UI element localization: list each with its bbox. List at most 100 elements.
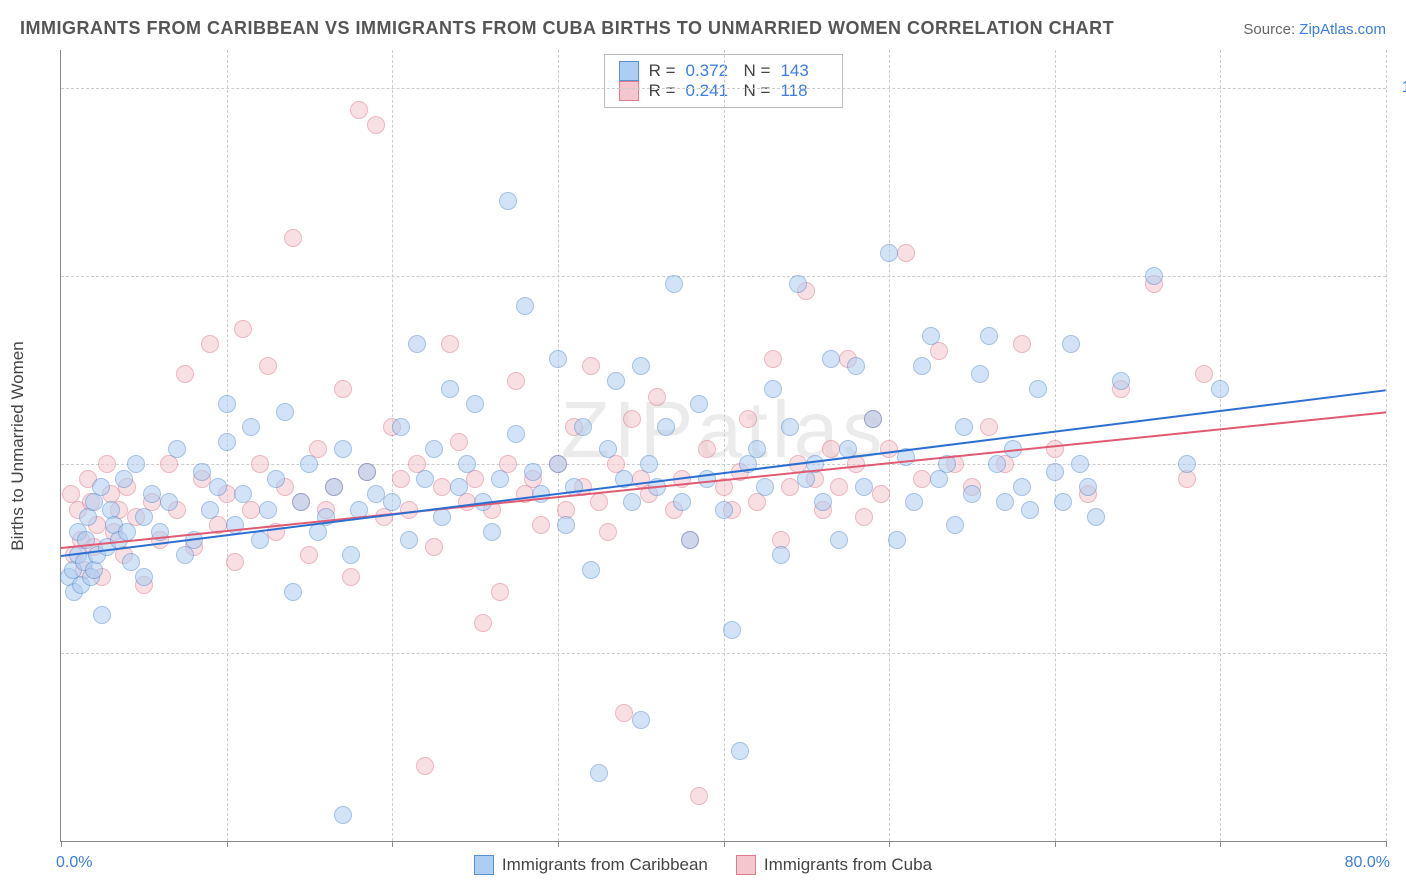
stats-r-value-cuba: 0.241: [686, 81, 734, 101]
gridline-v: [1386, 50, 1387, 841]
data-point-caribbean: [632, 711, 650, 729]
data-point-caribbean: [325, 478, 343, 496]
data-point-caribbean: [599, 440, 617, 458]
data-point-caribbean: [491, 470, 509, 488]
data-point-caribbean: [847, 357, 865, 375]
data-point-caribbean: [425, 440, 443, 458]
gridline-v: [558, 50, 559, 841]
data-point-caribbean: [242, 418, 260, 436]
legend-item-cuba: Immigrants from Cuba: [736, 855, 932, 875]
x-tick: [1055, 841, 1056, 847]
data-point-cuba: [259, 357, 277, 375]
data-point-caribbean: [516, 297, 534, 315]
data-point-cuba: [1195, 365, 1213, 383]
data-point-caribbean: [830, 531, 848, 549]
y-tick-label: 100.0%: [1396, 79, 1406, 97]
y-axis-label: Births to Unmarried Women: [8, 341, 28, 550]
x-tick: [61, 841, 62, 847]
data-point-caribbean: [1211, 380, 1229, 398]
data-point-caribbean: [118, 523, 136, 541]
data-point-caribbean: [416, 470, 434, 488]
data-point-caribbean: [342, 546, 360, 564]
legend-label-caribbean: Immigrants from Caribbean: [502, 855, 708, 875]
data-point-caribbean: [143, 485, 161, 503]
chart-title: IMMIGRANTS FROM CARIBBEAN VS IMMIGRANTS …: [20, 18, 1114, 39]
data-point-cuba: [1013, 335, 1031, 353]
data-point-caribbean: [781, 418, 799, 436]
data-point-caribbean: [400, 531, 418, 549]
data-point-caribbean: [168, 440, 186, 458]
data-point-caribbean: [92, 478, 110, 496]
data-point-caribbean: [358, 463, 376, 481]
data-point-caribbean: [590, 764, 608, 782]
data-point-caribbean: [218, 395, 236, 413]
data-point-cuba: [342, 568, 360, 586]
y-tick-label: 75.0%: [1396, 267, 1406, 285]
data-point-caribbean: [267, 470, 285, 488]
data-point-cuba: [1046, 440, 1064, 458]
data-point-caribbean: [905, 493, 923, 511]
data-point-caribbean: [433, 508, 451, 526]
y-tick-label: 50.0%: [1396, 455, 1406, 473]
data-point-caribbean: [334, 806, 352, 824]
data-point-cuba: [913, 470, 931, 488]
data-point-cuba: [764, 350, 782, 368]
x-tick: [724, 841, 725, 847]
data-point-caribbean: [276, 403, 294, 421]
data-point-cuba: [590, 493, 608, 511]
data-point-caribbean: [855, 478, 873, 496]
data-point-caribbean: [640, 455, 658, 473]
data-point-caribbean: [1178, 455, 1196, 473]
data-point-cuba: [251, 455, 269, 473]
data-point-cuba: [980, 418, 998, 436]
data-point-cuba: [532, 516, 550, 534]
source-link[interactable]: ZipAtlas.com: [1299, 21, 1386, 38]
data-point-caribbean: [499, 192, 517, 210]
data-point-cuba: [433, 478, 451, 496]
data-point-cuba: [690, 787, 708, 805]
gridline-v: [392, 50, 393, 841]
y-tick-label: 25.0%: [1396, 644, 1406, 662]
data-point-caribbean: [1029, 380, 1047, 398]
legend-swatch-caribbean: [619, 61, 639, 81]
data-point-caribbean: [408, 335, 426, 353]
x-tick: [889, 841, 890, 847]
legend-label-cuba: Immigrants from Cuba: [764, 855, 932, 875]
data-point-caribbean: [85, 561, 103, 579]
data-point-caribbean: [93, 606, 111, 624]
data-point-caribbean: [193, 463, 211, 481]
data-point-caribbean: [1062, 335, 1080, 353]
data-point-cuba: [830, 478, 848, 496]
data-point-caribbean: [955, 418, 973, 436]
data-point-caribbean: [1071, 455, 1089, 473]
data-point-caribbean: [483, 523, 501, 541]
data-point-caribbean: [127, 455, 145, 473]
data-point-cuba: [284, 229, 302, 247]
data-point-cuba: [872, 485, 890, 503]
data-point-cuba: [615, 704, 633, 722]
data-point-caribbean: [946, 516, 964, 534]
data-point-caribbean: [582, 561, 600, 579]
source-attribution: Source: ZipAtlas.com: [1243, 21, 1386, 38]
data-point-caribbean: [690, 395, 708, 413]
stats-r-label: R =: [649, 61, 676, 81]
data-point-caribbean: [392, 418, 410, 436]
data-point-caribbean: [681, 531, 699, 549]
data-point-caribbean: [922, 327, 940, 345]
data-point-cuba: [176, 365, 194, 383]
data-point-cuba: [599, 523, 617, 541]
data-point-cuba: [201, 335, 219, 353]
data-point-cuba: [367, 116, 385, 134]
data-point-cuba: [98, 455, 116, 473]
data-point-caribbean: [623, 493, 641, 511]
data-point-caribbean: [259, 501, 277, 519]
data-point-caribbean: [209, 478, 227, 496]
data-point-caribbean: [665, 275, 683, 293]
data-point-caribbean: [334, 440, 352, 458]
data-point-cuba: [416, 757, 434, 775]
data-point-cuba: [897, 244, 915, 262]
data-point-caribbean: [557, 516, 575, 534]
data-point-cuba: [300, 546, 318, 564]
data-point-caribbean: [115, 470, 133, 488]
legend-swatch-cuba: [619, 81, 639, 101]
